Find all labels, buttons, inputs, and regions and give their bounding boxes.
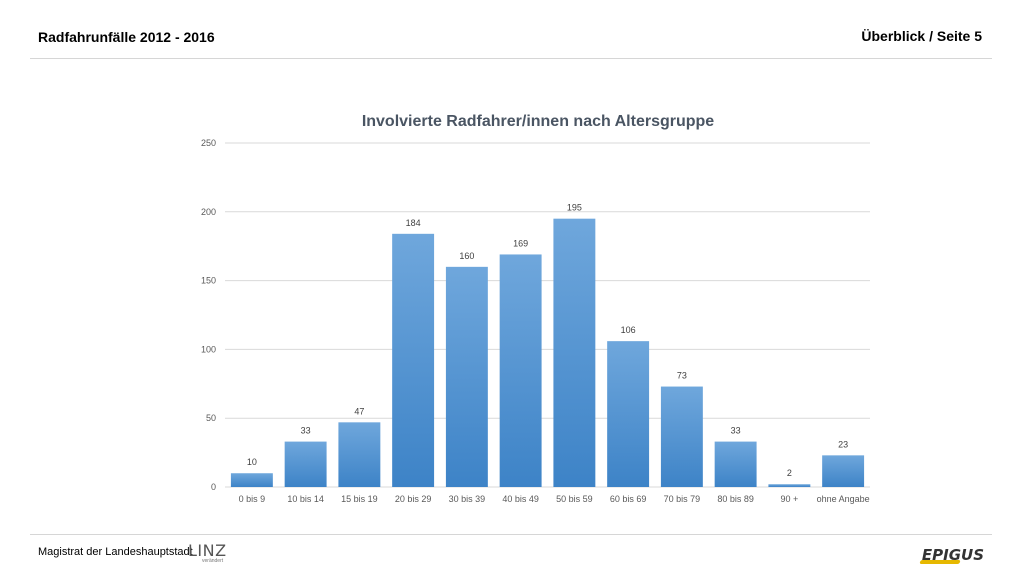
bar — [445, 266, 488, 487]
bar-value-label: 184 — [406, 218, 421, 228]
bar-value-label: 10 — [247, 457, 257, 467]
footer-divider — [30, 534, 992, 535]
x-tick-label: 15 bis 19 — [341, 494, 378, 504]
bars — [230, 218, 865, 487]
gridlines — [225, 142, 870, 488]
bar-value-label: 47 — [354, 406, 364, 416]
bar — [660, 386, 703, 487]
x-tick-label: 40 bis 49 — [502, 494, 539, 504]
bar — [768, 484, 811, 487]
y-tick-label: 200 — [201, 207, 216, 217]
bar-value-label: 106 — [621, 325, 636, 335]
epigus-logo-text: EPIGUS — [921, 546, 984, 564]
bar-value-label: 23 — [838, 439, 848, 449]
x-tick-label: 80 bis 89 — [717, 494, 754, 504]
bar-value-label: 2 — [787, 468, 792, 478]
chart-title: Involvierte Radfahrer/innen nach Altersg… — [362, 113, 714, 130]
x-tick-label: 70 bis 79 — [664, 494, 701, 504]
y-axis: 0 50 100 150 200 250 — [201, 138, 216, 492]
x-tick-label: 50 bis 59 — [556, 494, 593, 504]
header-divider — [30, 58, 992, 59]
epigus-logo: EPIGUS — [919, 546, 984, 564]
page-title: Radfahrunfälle 2012 - 2016 — [38, 29, 215, 45]
bar — [338, 422, 381, 487]
epigus-swoosh-icon — [919, 560, 961, 564]
footer-org-text: Magistrat der Landeshauptstadt — [38, 546, 193, 558]
y-tick-label: 150 — [201, 276, 216, 286]
y-tick-label: 0 — [211, 482, 216, 492]
x-axis: 0 bis 9 10 bis 14 15 bis 19 20 bis 29 30 bis… — [239, 494, 870, 504]
bar-value-label: 169 — [513, 238, 528, 248]
bar — [714, 441, 757, 487]
x-tick-label: 60 bis 69 — [610, 494, 647, 504]
page-indicator: Überblick / Seite 5 — [861, 28, 982, 44]
bar — [284, 441, 327, 487]
x-tick-label: 0 bis 9 — [239, 494, 266, 504]
bar-value-label: 195 — [567, 203, 582, 213]
data-labels: 10 33 47 184 160 169 195 106 73 33 2 23 — [247, 203, 848, 479]
x-tick-label: 10 bis 14 — [287, 494, 324, 504]
linz-logo: LINZ — [188, 541, 227, 560]
x-tick-label: 20 bis 29 — [395, 494, 432, 504]
bar — [392, 233, 435, 487]
bar-value-label: 33 — [731, 426, 741, 436]
bar — [230, 473, 273, 487]
bar-value-label: 160 — [459, 251, 474, 261]
bar-value-label: 73 — [677, 371, 687, 381]
linz-logo-tagline: verändert — [202, 558, 224, 564]
bar-value-label: 33 — [301, 426, 311, 436]
x-tick-label: 90 + — [780, 494, 798, 504]
x-tick-label: 30 bis 39 — [449, 494, 486, 504]
y-tick-label: 100 — [201, 344, 216, 354]
bar — [822, 455, 865, 487]
bar — [607, 341, 650, 487]
bar — [553, 218, 596, 487]
y-tick-label: 250 — [201, 138, 216, 148]
x-tick-label: ohne Angabe — [817, 494, 870, 504]
y-tick-label: 50 — [206, 413, 216, 423]
bar — [499, 254, 542, 487]
